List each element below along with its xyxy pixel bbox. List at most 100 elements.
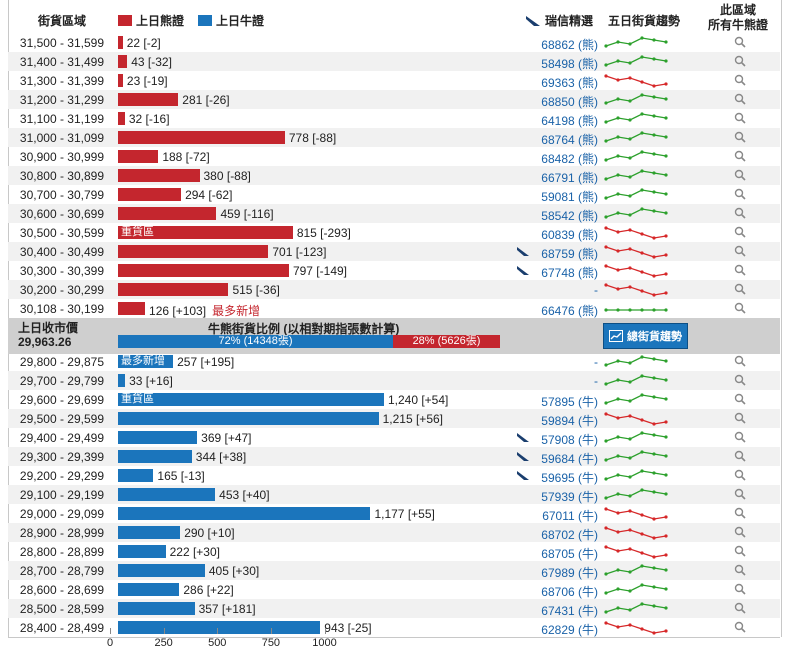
bull-bar[interactable] [118,507,371,520]
magnifier-icon[interactable] [734,131,746,143]
range-label: 30,400 - 30,499 [19,245,104,259]
warrant-code-link[interactable]: 57939 (牛) [541,490,598,504]
magnifier-icon[interactable] [734,545,746,557]
magnifier-icon[interactable] [734,207,746,219]
bear-bar[interactable] [118,93,179,106]
magnifier-icon[interactable] [734,93,746,105]
bull-bar[interactable] [118,564,205,577]
bear-bar[interactable] [118,264,289,277]
warrant-code-link[interactable]: 68706 (牛) [541,585,598,599]
magnifier-icon[interactable] [734,188,746,200]
five-day-trend-sparkline [604,169,668,181]
bull-bar[interactable]: 最多新增 [118,355,174,368]
bull-bar[interactable] [118,431,198,444]
bear-bar[interactable] [118,131,285,144]
bear-bar[interactable] [118,302,146,315]
bar-value-text: 32 [-16] [128,112,170,126]
bear-bar[interactable] [118,112,125,125]
five-day-trend-sparkline [604,93,668,105]
magnifier-icon[interactable] [734,602,746,614]
bear-bar[interactable] [118,245,269,258]
five-day-trend-sparkline [604,374,668,386]
magnifier-icon[interactable] [734,621,746,633]
bull-bar[interactable] [118,412,379,425]
bull-bar[interactable] [118,488,216,501]
warrant-code-link[interactable]: 68850 (熊) [541,95,598,109]
magnifier-icon[interactable] [734,507,746,519]
bull-bar[interactable] [118,621,321,634]
warrant-code-link[interactable]: 68702 (牛) [541,528,598,542]
bull-bar[interactable] [118,526,181,539]
magnifier-icon[interactable] [734,355,746,367]
magnifier-icon[interactable] [734,245,746,257]
warrant-code-link[interactable]: 67431 (牛) [541,604,598,618]
warrant-code-link[interactable]: 68759 (熊) [541,247,598,261]
bull-bar[interactable] [118,374,126,387]
warrant-code-link[interactable]: 68705 (牛) [541,547,598,561]
magnifier-icon[interactable] [734,488,746,500]
magnifier-icon[interactable] [734,169,746,181]
magnifier-icon[interactable] [734,393,746,405]
warrant-code-link[interactable]: 66476 (熊) [541,304,598,318]
magnifier-icon[interactable] [734,226,746,238]
magnifier-icon[interactable] [734,526,746,538]
warrant-code-link[interactable]: 67989 (牛) [541,566,598,580]
bull-bar[interactable] [118,469,154,482]
warrant-code-link[interactable]: 57908 (牛) [541,433,598,447]
magnifier-icon[interactable] [734,412,746,424]
warrant-code-link[interactable]: 58542 (熊) [541,209,598,223]
total-trend-button[interactable]: 總街貨趨勢 [603,323,688,349]
warrant-code-link[interactable]: 68482 (熊) [541,152,598,166]
bear-bar[interactable] [118,188,182,201]
warrant-code-link[interactable]: 58498 (熊) [541,57,598,71]
magnifier-icon[interactable] [734,450,746,462]
magnifier-icon[interactable] [734,283,746,295]
bear-bar[interactable] [118,207,217,220]
bear-bar[interactable] [118,150,159,163]
warrant-code-link[interactable]: 60839 (熊) [541,228,598,242]
magnifier-icon[interactable] [734,74,746,86]
warrant-code-link[interactable]: 59081 (熊) [541,190,598,204]
bull-bar[interactable] [118,583,180,596]
warrant-code-link[interactable]: 59894 (牛) [541,414,598,428]
warrant-code-link[interactable]: 66791 (熊) [541,171,598,185]
magnifier-icon[interactable] [734,36,746,48]
magnifier-icon[interactable] [734,583,746,595]
bull-bar[interactable] [118,450,192,463]
bear-bar[interactable] [118,36,123,49]
bear-bar[interactable] [118,283,229,296]
warrant-code-link[interactable]: 62829 (牛) [541,623,598,637]
warrant-code-link[interactable]: 68862 (熊) [541,38,598,52]
magnifier-icon[interactable] [734,374,746,386]
ubs-logo-icon [517,433,529,442]
magnifier-icon[interactable] [734,431,746,443]
warrant-code-link[interactable]: 59684 (牛) [541,452,598,466]
warrant-code-link[interactable]: 67011 (牛) [542,509,598,523]
bull-bar[interactable] [118,545,166,558]
magnifier-icon[interactable] [734,55,746,67]
magnifier-icon[interactable] [734,264,746,276]
bull-bar[interactable]: 重貨區 [118,393,384,406]
axis-tick-mark [217,628,219,634]
warrant-code-link[interactable]: 57895 (牛) [541,395,598,409]
bull-bar[interactable] [118,602,195,615]
warrant-code-link[interactable]: 69363 (熊) [541,76,598,90]
magnifier-icon[interactable] [734,112,746,124]
magnifier-icon[interactable] [734,469,746,481]
bar-value-text: 778 [-88] [288,131,337,145]
bear-bar[interactable]: 重貨區 [118,226,293,239]
magnifier-icon[interactable] [734,302,746,314]
total-trend-button-label: 總街貨趨勢 [627,331,682,343]
warrant-code-link[interactable]: 68764 (熊) [541,133,598,147]
warrant-code-link[interactable]: 67748 (熊) [541,266,598,280]
warrant-code-link[interactable]: 59695 (牛) [541,471,598,485]
magnifier-icon[interactable] [734,150,746,162]
range-label: 30,600 - 30,699 [19,207,104,221]
bear-bar[interactable] [118,74,123,87]
magnifier-icon[interactable] [734,564,746,576]
bar-value-label: 369 [+47] [201,431,251,445]
bear-bar[interactable] [118,55,128,68]
bull-bear-ratio-bar: 72% (14348張) 28% (5626張) [118,335,500,348]
warrant-code-link[interactable]: 64198 (熊) [541,114,598,128]
bear-bar[interactable] [118,169,200,182]
